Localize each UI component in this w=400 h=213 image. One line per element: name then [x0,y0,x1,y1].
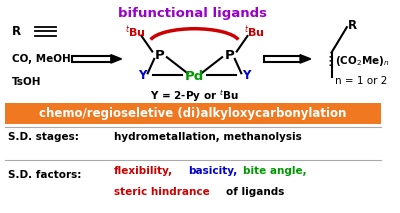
Polygon shape [300,55,311,63]
Text: Y = 2-Py or $^t$Bu: Y = 2-Py or $^t$Bu [150,88,239,104]
Text: bite angle,: bite angle, [243,166,307,176]
FancyBboxPatch shape [4,103,381,124]
Text: n = 1 or 2: n = 1 or 2 [335,76,388,86]
Text: P: P [154,49,164,62]
Text: (CO$_2$Me)$_n$: (CO$_2$Me)$_n$ [335,54,390,68]
Text: $\vdots$: $\vdots$ [323,54,332,68]
Text: steric hindrance: steric hindrance [114,187,210,197]
Text: S.D. factors:: S.D. factors: [8,170,82,180]
Text: basicity,: basicity, [188,166,237,176]
Polygon shape [111,55,122,63]
Text: R: R [12,25,21,38]
Text: P: P [225,49,235,62]
Text: Y: Y [242,69,250,82]
Text: TsOH: TsOH [12,77,42,87]
Text: hydrometallation, methanolysis: hydrometallation, methanolysis [114,132,302,142]
Text: $^t$Bu: $^t$Bu [244,25,264,40]
Text: Y: Y [138,69,147,82]
Text: of ligands: of ligands [226,187,284,197]
Text: CO, MeOH: CO, MeOH [12,54,71,64]
Text: bifunctional ligands: bifunctional ligands [118,7,267,20]
Text: $^t$Bu: $^t$Bu [124,25,146,40]
Text: chemo/regioseletive (di)alkyloxycarbonylation: chemo/regioseletive (di)alkyloxycarbonyl… [39,107,346,120]
Text: flexibility,: flexibility, [114,166,173,176]
Text: S.D. stages:: S.D. stages: [8,132,79,142]
Text: Pd: Pd [185,70,204,83]
Text: R: R [348,19,357,32]
